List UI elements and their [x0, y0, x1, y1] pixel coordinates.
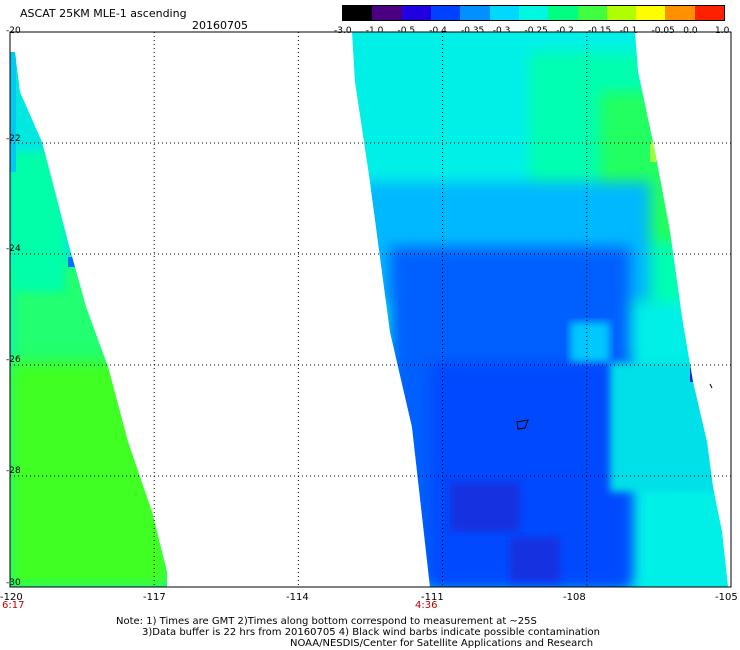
color-scale-segment: [401, 6, 431, 20]
lat-label: -30: [6, 578, 21, 588]
color-scale-label: 0.0: [683, 26, 698, 36]
lat-lon-grid: [10, 32, 731, 587]
time-label-center: 4:36: [415, 600, 438, 611]
lon-label: -114: [286, 592, 309, 603]
color-scale-segment: [489, 6, 519, 20]
color-scale-segment: [460, 6, 490, 20]
lon-label: -117: [143, 592, 166, 603]
color-scale-labels: -3.0 -1.0 -0.5 -0.4 -0.35 -0.3 -0.25 -0.2 -0.15-…: [0, 0, 740, 40]
color-scale-label: 1.0: [715, 26, 730, 36]
color-scale-segment: [665, 6, 695, 20]
product-date: 20160705: [192, 19, 248, 32]
color-scale-segment: [518, 6, 549, 20]
lat-label: -22: [6, 134, 21, 144]
color-scale-label: -0.15: [588, 26, 612, 36]
product-title: ASCAT 25KM MLE-1 ascending: [20, 7, 187, 20]
color-scale-label: -0.5: [397, 26, 416, 36]
lat-label: -20: [6, 26, 21, 36]
wind-barb-icon: [516, 419, 529, 430]
color-scale-label: -0.05: [651, 26, 675, 36]
lon-label: -120: [0, 592, 23, 603]
color-scale-label: -0.1: [619, 26, 638, 36]
color-scale-segment: [343, 6, 373, 20]
lat-label: -24: [6, 244, 21, 254]
note-line-2: 3)Data buffer is 22 hrs from 20160705 4)…: [142, 627, 600, 638]
wind-barb-icon: [709, 383, 713, 389]
left-swath: [10, 52, 167, 587]
note-line-1: Note: 1) Times are GMT 2)Times along bot…: [116, 616, 537, 627]
lat-label: -26: [6, 355, 21, 365]
color-scale-segment: [577, 6, 607, 20]
color-scale-label: -3.0: [334, 26, 352, 36]
color-scale-segment: [636, 6, 666, 20]
lon-label: -111: [421, 592, 444, 603]
color-scale-label: -0.2: [556, 26, 574, 36]
right-swath: [352, 32, 728, 587]
color-scale-segment: [372, 6, 402, 20]
color-scale-segment: [694, 6, 725, 20]
scatterometer-map: [9, 31, 732, 588]
color-scale-label: -1.0: [365, 26, 384, 36]
lon-label: -105: [715, 592, 738, 603]
color-scale-label: -0.35: [461, 26, 485, 36]
lon-label: -108: [563, 592, 586, 603]
color-scale-label: -0.4: [429, 26, 447, 36]
lat-label: -28: [6, 466, 21, 476]
color-scale-segment: [430, 6, 461, 20]
color-scale-label: -0.3: [492, 26, 511, 36]
color-scale-label: -0.25: [524, 26, 548, 36]
color-scale-segment: [606, 6, 637, 20]
map-frame: [9, 31, 732, 588]
note-line-3: NOAA/NESDIS/Center for Satellite Applica…: [290, 638, 594, 649]
time-label-left: 6:17: [2, 600, 25, 611]
color-scale: [342, 5, 725, 21]
color-scale-segment: [548, 6, 578, 20]
